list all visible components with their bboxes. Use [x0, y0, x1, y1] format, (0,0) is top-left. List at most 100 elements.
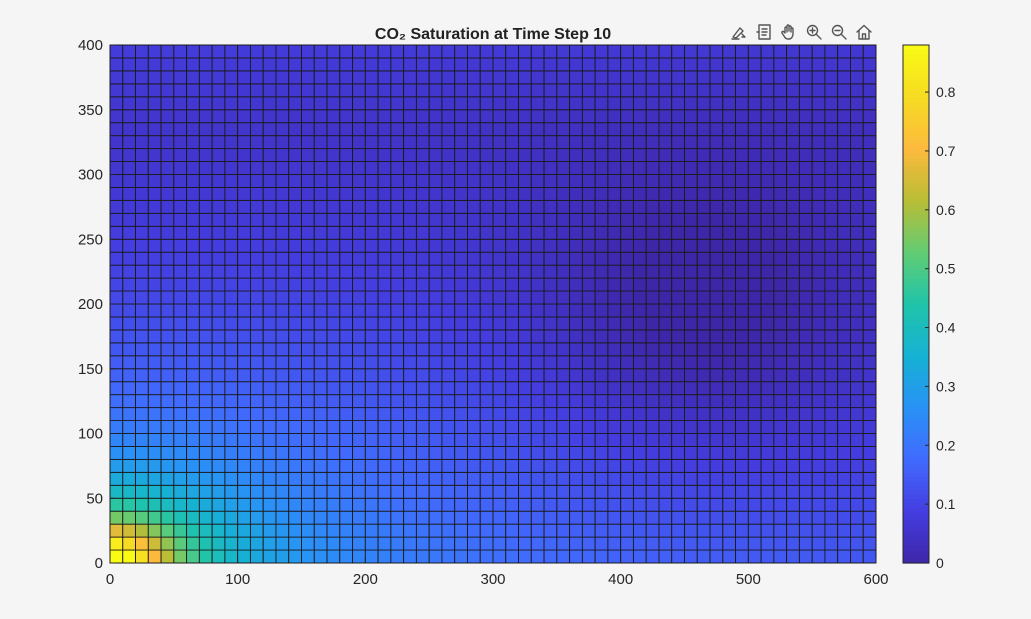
heatmap-cell [798, 174, 813, 188]
heatmap-cell [173, 70, 188, 85]
heatmap-cell [581, 122, 596, 137]
heatmap-cell [479, 225, 494, 240]
heatmap-cell [632, 212, 647, 227]
heatmap-cell [122, 199, 136, 214]
heatmap-cell [632, 510, 647, 525]
heatmap-cell [824, 329, 839, 344]
heatmap-cell [390, 70, 405, 85]
heatmap-cell [467, 277, 481, 292]
heatmap-cell [798, 225, 813, 240]
zoom-in-icon[interactable] [802, 21, 825, 43]
heatmap-cell [722, 484, 737, 499]
heatmap-cell [352, 316, 366, 331]
heatmap-cell [607, 251, 622, 266]
heatmap-cell [684, 523, 698, 538]
heatmap-cell [390, 510, 405, 525]
heatmap-cell [173, 433, 188, 447]
heatmap-cell [556, 420, 571, 434]
heatmap-cell [403, 355, 417, 370]
heatmap-cell [862, 57, 877, 72]
heatmap-cell [658, 238, 673, 253]
heatmap-cell [556, 186, 571, 201]
data-tips-icon[interactable] [752, 21, 775, 43]
heatmap-cell [569, 523, 583, 538]
heatmap-cell [607, 303, 622, 318]
heatmap-cell [390, 290, 405, 305]
heatmap-cell [415, 368, 430, 383]
heatmap-cell [760, 251, 775, 266]
heatmap-cell [198, 83, 213, 98]
heatmap-cell [594, 251, 609, 266]
heatmap-cell [135, 290, 149, 305]
heatmap-cell [569, 407, 583, 422]
heatmap-cell [658, 83, 673, 98]
heatmap-cell [275, 122, 290, 137]
heatmap-cell [249, 277, 264, 292]
home-icon[interactable] [852, 21, 875, 43]
heatmap-cell [275, 70, 290, 85]
x-tick-label: 200 [353, 571, 378, 588]
heatmap-cell [186, 57, 200, 72]
heatmap-cell [760, 44, 775, 59]
heatmap-cell [301, 510, 315, 525]
heatmap-cell [581, 329, 596, 344]
heatmap-cell [237, 109, 251, 124]
heatmap-cell [824, 174, 839, 188]
brush-export-icon[interactable] [727, 21, 750, 43]
heatmap-cell [671, 407, 685, 422]
heatmap-cell [186, 420, 200, 434]
heatmap-cell [352, 174, 366, 188]
heatmap-cell [198, 523, 213, 538]
heatmap-cell [441, 238, 456, 253]
heatmap-cell [415, 148, 430, 163]
y-tick-label: 50 [86, 490, 103, 507]
heatmap-cell [594, 355, 609, 370]
heatmap-cell [377, 57, 392, 72]
heatmap-cell [364, 148, 379, 163]
heatmap-cell [709, 199, 724, 214]
heatmap-cell [505, 484, 519, 499]
heatmap-cell [288, 225, 302, 240]
heatmap-cell [696, 70, 711, 85]
heatmap-cell [237, 433, 251, 447]
heatmap-cell [798, 420, 813, 434]
heatmap-cell [262, 264, 277, 279]
heatmap-cell [620, 381, 634, 396]
colorbar-strip [903, 226, 929, 232]
heatmap-cell [786, 44, 800, 59]
heatmap-cell [658, 458, 673, 473]
heatmap-cell [709, 186, 724, 201]
heatmap-cell [326, 407, 341, 422]
heatmap-cell [224, 368, 239, 383]
heatmap-cell [262, 122, 277, 137]
pan-hand-icon[interactable] [777, 21, 800, 43]
heatmap-cell [594, 264, 609, 279]
heatmap-cell [454, 316, 468, 331]
heatmap-cell [620, 497, 634, 512]
heatmap-cell [249, 510, 264, 525]
heatmap-cell [198, 96, 213, 111]
heatmap-cell [275, 484, 290, 499]
heatmap-cell [735, 458, 749, 473]
zoom-out-icon[interactable] [827, 21, 850, 43]
heatmap-cell [275, 186, 290, 201]
heatmap-cell [339, 484, 354, 499]
heatmap-cell [811, 549, 826, 564]
heatmap-cell [747, 277, 762, 292]
heatmap-cell [709, 316, 724, 331]
heatmap-cell [186, 96, 200, 111]
heatmap-cell [224, 57, 239, 72]
colorbar-strip [903, 321, 929, 327]
heatmap-cell [658, 433, 673, 447]
heatmap-cell [798, 471, 813, 486]
heatmap-cell [313, 109, 328, 124]
heatmap-cell [109, 355, 124, 370]
heatmap-cell [288, 433, 302, 447]
heatmap-cell [543, 329, 558, 344]
heatmap-cell [313, 433, 328, 447]
heatmap-cell [211, 122, 226, 137]
heatmap-cell [454, 44, 468, 59]
heatmap-cell [249, 135, 264, 150]
heatmap-cell [147, 523, 162, 538]
heatmap-cell [352, 212, 366, 227]
